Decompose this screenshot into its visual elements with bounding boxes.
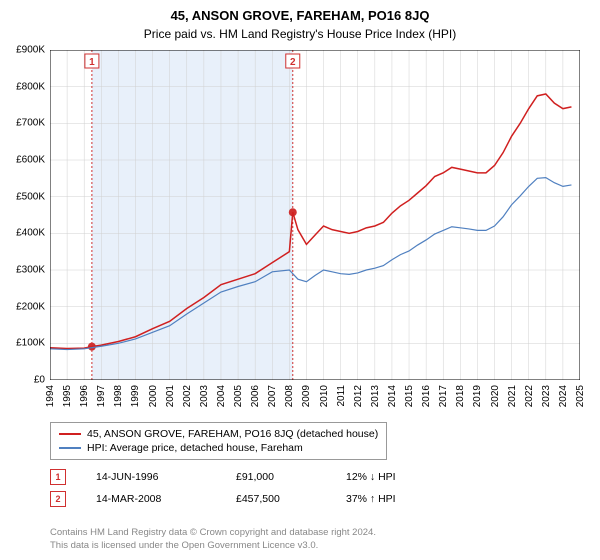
legend-swatch [59, 433, 81, 435]
marker-row: 2 14-MAR-2008 £457,500 37% ↑ HPI [50, 488, 426, 510]
marker-date: 14-MAR-2008 [96, 493, 206, 505]
x-tick-label: 2023 [541, 385, 552, 407]
marker-badge: 1 [50, 469, 66, 485]
x-tick-label: 2010 [319, 385, 330, 407]
x-tick-label: 1997 [96, 385, 107, 407]
marker-price: £91,000 [236, 471, 316, 483]
x-tick-label: 2012 [353, 385, 364, 407]
y-tick-label: £500K [0, 191, 45, 202]
y-tick-label: £300K [0, 265, 45, 276]
x-tick-label: 2004 [216, 385, 227, 407]
x-tick-label: 2016 [421, 385, 432, 407]
legend-item: HPI: Average price, detached house, Fare… [59, 441, 378, 455]
svg-text:1: 1 [89, 57, 95, 68]
x-tick-label: 2009 [301, 385, 312, 407]
x-tick-label: 1998 [113, 385, 124, 407]
y-tick-label: £400K [0, 228, 45, 239]
x-tick-label: 1995 [62, 385, 73, 407]
x-tick-label: 1994 [45, 385, 56, 407]
chart-subtitle: Price paid vs. HM Land Registry's House … [0, 23, 600, 41]
x-tick-label: 1996 [79, 385, 90, 407]
x-tick-label: 2002 [182, 385, 193, 407]
x-tick-label: 2007 [267, 385, 278, 407]
marker-badge: 2 [50, 491, 66, 507]
legend: 45, ANSON GROVE, FAREHAM, PO16 8JQ (deta… [50, 422, 387, 460]
legend-label: 45, ANSON GROVE, FAREHAM, PO16 8JQ (deta… [87, 428, 378, 440]
chart-title: 45, ANSON GROVE, FAREHAM, PO16 8JQ [0, 0, 600, 23]
y-tick-label: £0 [0, 375, 45, 386]
marker-date: 14-JUN-1996 [96, 471, 206, 483]
footer-line: This data is licensed under the Open Gov… [50, 540, 376, 552]
x-tick-label: 2003 [199, 385, 210, 407]
y-tick-label: £600K [0, 155, 45, 166]
svg-text:2: 2 [290, 57, 296, 68]
x-tick-label: 2000 [148, 385, 159, 407]
x-tick-label: 2019 [472, 385, 483, 407]
x-tick-label: 2005 [233, 385, 244, 407]
x-tick-label: 2020 [490, 385, 501, 407]
x-tick-label: 2017 [438, 385, 449, 407]
footer: Contains HM Land Registry data © Crown c… [50, 527, 376, 552]
x-tick-label: 2015 [404, 385, 415, 407]
legend-swatch [59, 447, 81, 449]
marker-table: 1 14-JUN-1996 £91,000 12% ↓ HPI 2 14-MAR… [50, 466, 426, 510]
chart-container: 45, ANSON GROVE, FAREHAM, PO16 8JQ Price… [0, 0, 600, 560]
x-tick-label: 2011 [336, 385, 347, 407]
x-tick-label: 2025 [575, 385, 586, 407]
x-tick-label: 2013 [370, 385, 381, 407]
x-tick-label: 2001 [165, 385, 176, 407]
legend-item: 45, ANSON GROVE, FAREHAM, PO16 8JQ (deta… [59, 427, 378, 441]
y-tick-label: £100K [0, 338, 45, 349]
chart-area: 12 £0£100K£200K£300K£400K£500K£600K£700K… [50, 50, 580, 380]
x-tick-label: 2014 [387, 385, 398, 407]
x-tick-label: 2008 [284, 385, 295, 407]
legend-label: HPI: Average price, detached house, Fare… [87, 442, 303, 454]
x-tick-label: 1999 [130, 385, 141, 407]
x-tick-label: 2024 [558, 385, 569, 407]
x-tick-label: 2018 [455, 385, 466, 407]
marker-row: 1 14-JUN-1996 £91,000 12% ↓ HPI [50, 466, 426, 488]
footer-line: Contains HM Land Registry data © Crown c… [50, 527, 376, 539]
chart-svg: 12 [50, 50, 580, 380]
x-tick-label: 2022 [524, 385, 535, 407]
x-tick-label: 2021 [507, 385, 518, 407]
y-tick-label: £900K [0, 45, 45, 56]
y-tick-label: £200K [0, 301, 45, 312]
y-tick-label: £700K [0, 118, 45, 129]
y-tick-label: £800K [0, 81, 45, 92]
marker-price: £457,500 [236, 493, 316, 505]
marker-diff: 12% ↓ HPI [346, 471, 426, 483]
marker-diff: 37% ↑ HPI [346, 493, 426, 505]
x-tick-label: 2006 [250, 385, 261, 407]
